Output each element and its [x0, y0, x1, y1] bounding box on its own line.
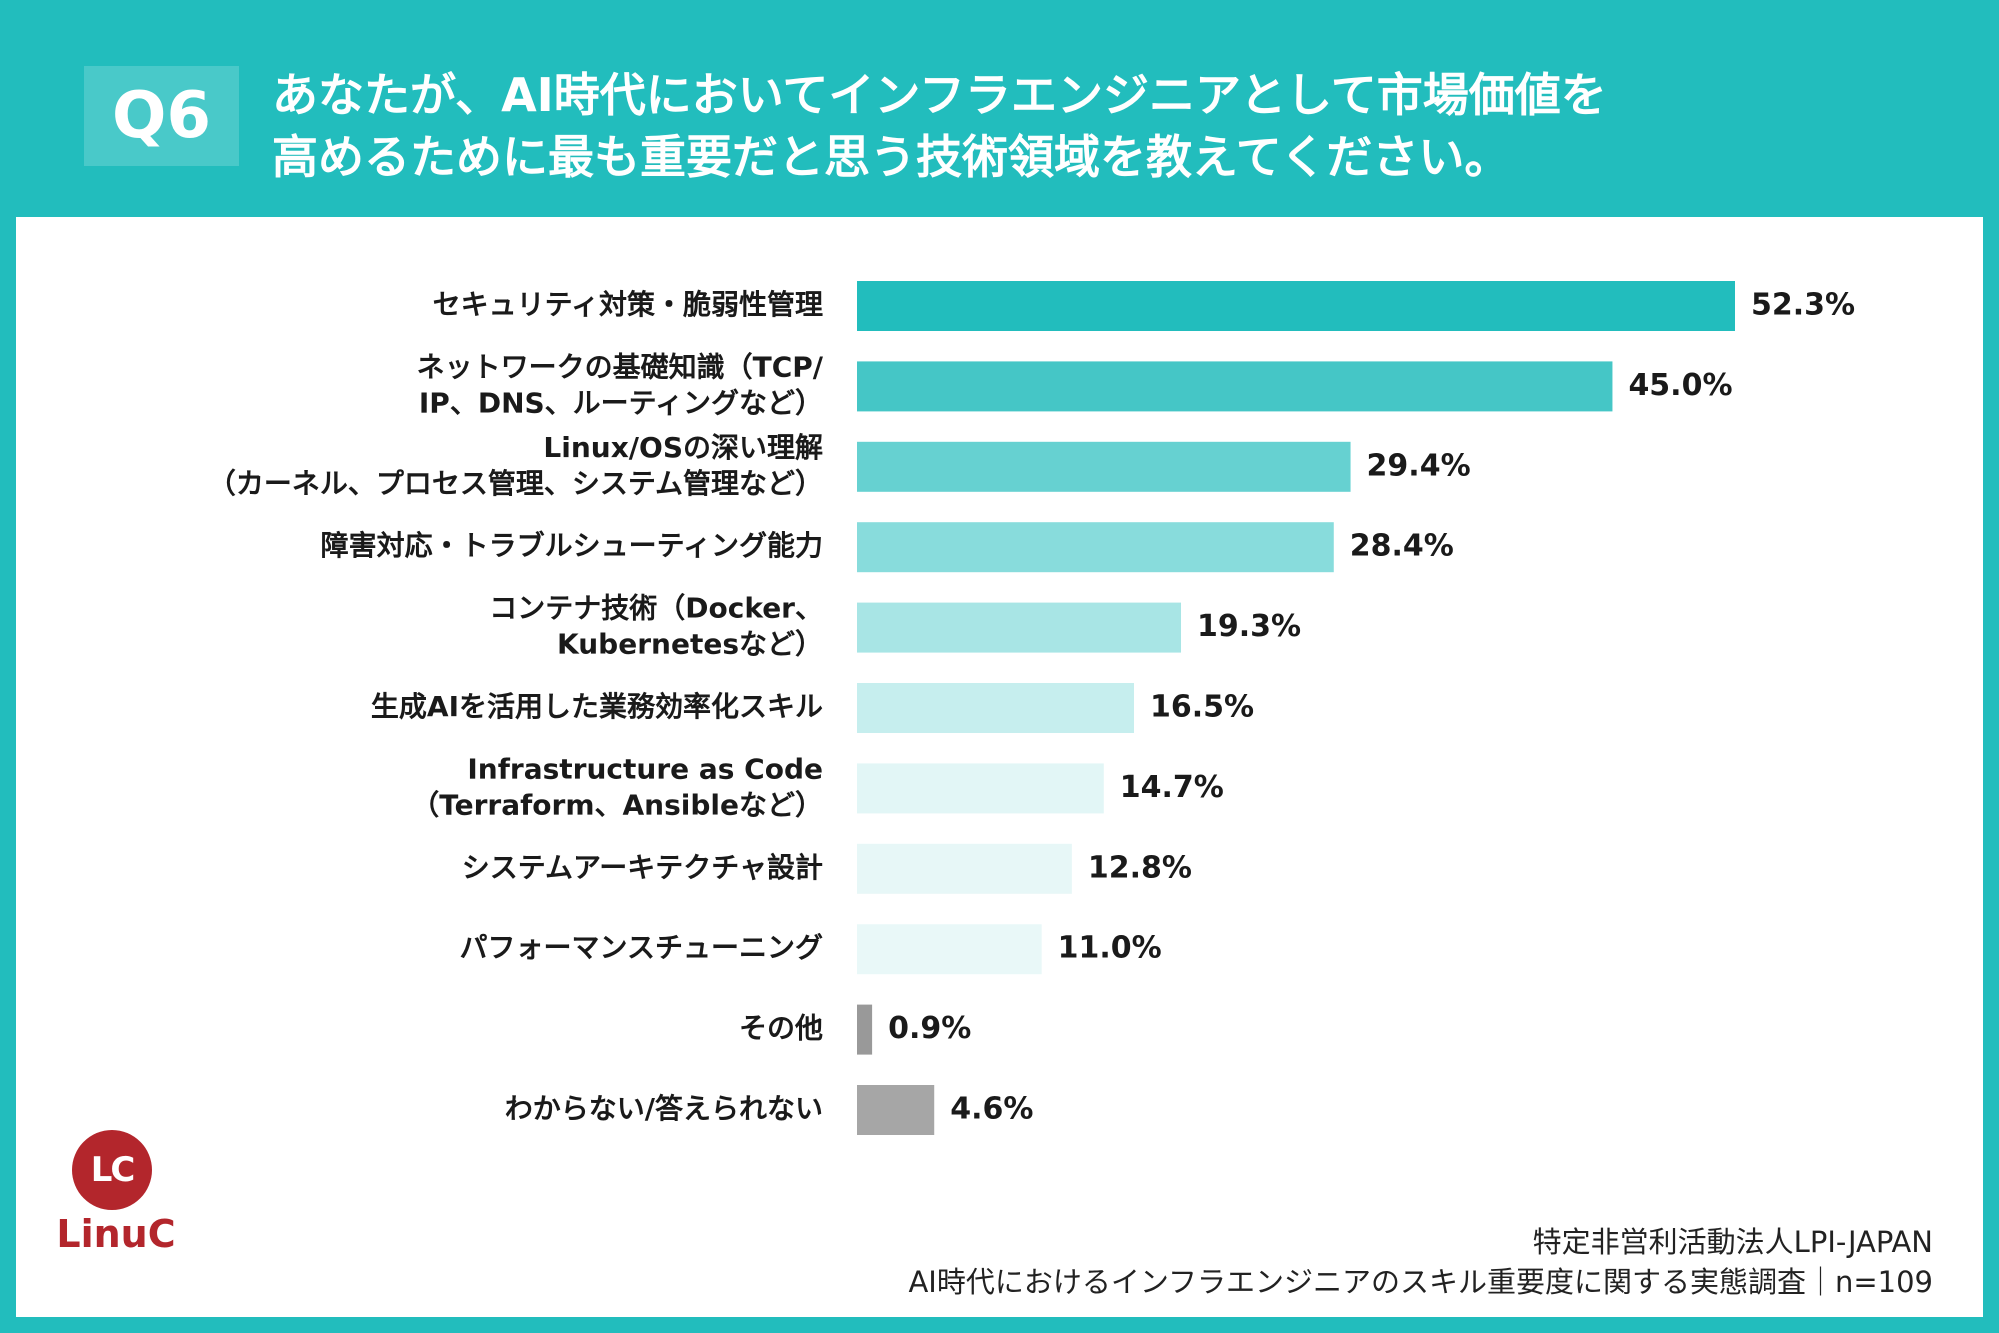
logo-name: LinuC — [56, 1212, 176, 1256]
linuc-logo: LC LinuC — [46, 1130, 186, 1260]
category-label-4-line-0: コンテナ技術（Docker、 — [489, 592, 823, 625]
category-label-2-line-1: （カーネル、プロセス管理、システム管理など） — [208, 467, 823, 500]
category-label-7-line-0: システムアーキテクチャ設計 — [462, 851, 823, 884]
source-note: 特定非営利活動法人LPI-JAPAN AI時代におけるインフラエンジニアのスキル… — [908, 1222, 1933, 1302]
category-label-8-line-0: パフォーマンスチューニング — [460, 931, 823, 964]
question-line-1: あなたが、AI時代においてインフラエンジニアとして市場価値を — [272, 68, 1607, 122]
source-line-2: AI時代におけるインフラエンジニアのスキル重要度に関する実態調査｜n=109 — [908, 1265, 1933, 1299]
value-label-9: 0.9% — [888, 1011, 971, 1046]
value-label-10: 4.6% — [950, 1092, 1033, 1127]
bar-7 — [857, 843, 1072, 894]
category-label-5-line-0: 生成AIを活用した業務効率化スキル — [371, 690, 823, 723]
value-label-6: 14.7% — [1120, 770, 1224, 805]
header: Q6 あなたが、AI時代においてインフラエンジニアとして市場価値を 高めるために… — [0, 0, 1999, 215]
category-label-0-line-0: セキュリティ対策・脆弱性管理 — [433, 288, 823, 321]
logo-mark: LC — [72, 1130, 152, 1210]
bar-0 — [857, 281, 1735, 331]
value-label-7: 12.8% — [1088, 850, 1192, 885]
source-line-1: 特定非営利活動法人LPI-JAPAN — [1532, 1225, 1933, 1259]
value-label-5: 16.5% — [1150, 690, 1254, 725]
question-text: あなたが、AI時代においてインフラエンジニアとして市場価値を 高めるために最も重… — [272, 64, 1952, 188]
question-line-2: 高めるために最も重要だと思う技術領域を教えてください。 — [272, 130, 1511, 184]
value-label-4: 19.3% — [1197, 609, 1301, 644]
question-number-badge: Q6 — [84, 66, 239, 166]
category-label-1-line-0: ネットワークの基礎知識（TCP/ — [417, 350, 824, 383]
bar-3 — [857, 522, 1334, 573]
category-label-6-line-0: Infrastructure as Code — [467, 752, 823, 785]
bar-8 — [857, 924, 1042, 975]
value-label-0: 52.3% — [1751, 288, 1855, 323]
bar-10 — [857, 1085, 935, 1135]
category-label-10-line-0: わからない/答えられない — [505, 1092, 823, 1125]
bar-4 — [857, 602, 1182, 653]
category-label-1-line-1: IP、DNS、ルーティングなど） — [419, 386, 823, 419]
bar-1 — [857, 361, 1613, 412]
value-label-2: 29.4% — [1367, 448, 1471, 483]
category-label-4-line-1: Kubernetesなど） — [557, 628, 823, 661]
category-label-9-line-0: その他 — [739, 1012, 823, 1045]
value-label-1: 45.0% — [1628, 368, 1732, 403]
category-label-6-line-1: （Terraform、Ansibleなど） — [411, 788, 823, 821]
bar-9 — [857, 1004, 873, 1055]
category-label-3-line-0: 障害対応・トラブルシューティング能力 — [321, 529, 823, 562]
value-label-3: 28.4% — [1350, 529, 1454, 564]
bar-6 — [857, 763, 1104, 814]
bar-5 — [857, 683, 1134, 733]
bar-2 — [857, 441, 1351, 492]
value-label-8: 11.0% — [1058, 931, 1162, 966]
category-label-2-line-0: Linux/OSの深い理解 — [543, 431, 823, 464]
